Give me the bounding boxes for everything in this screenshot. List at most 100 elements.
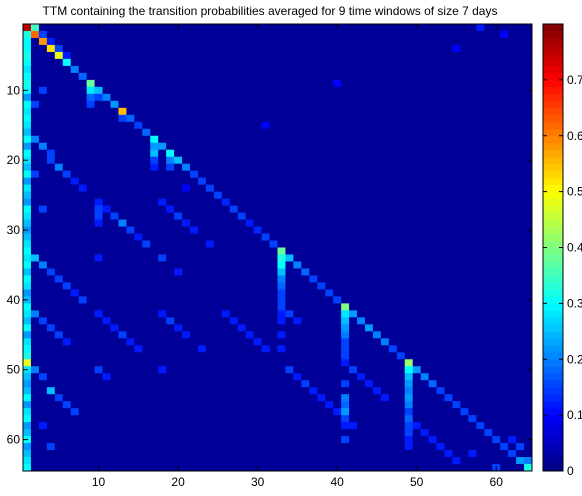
heatmap-cell <box>285 275 294 283</box>
heatmap-cell <box>126 352 135 360</box>
heatmap-cell <box>317 422 326 430</box>
heatmap-cell <box>38 345 48 353</box>
heatmap-cell <box>54 86 64 95</box>
heatmap-cell <box>349 422 358 430</box>
heatmap-cell <box>70 338 80 346</box>
heatmap-cell <box>285 310 294 318</box>
heatmap-cell <box>23 44 32 53</box>
heatmap-cell <box>126 86 135 95</box>
heatmap-cell <box>245 128 255 137</box>
heatmap-cell <box>372 296 382 304</box>
heatmap-cell <box>285 58 294 67</box>
heatmap-cell <box>396 443 406 451</box>
heatmap-cell <box>94 30 103 39</box>
heatmap-cell <box>293 177 302 186</box>
heatmap-cell <box>476 464 485 472</box>
heatmap-cell <box>213 450 223 458</box>
heatmap-cell <box>46 331 56 339</box>
heatmap-cell <box>285 24 294 32</box>
heatmap-cell <box>285 219 294 227</box>
heatmap-cell <box>492 44 501 53</box>
heatmap-cell <box>420 254 430 262</box>
heatmap-cell <box>293 24 302 32</box>
heatmap-cell <box>110 128 119 137</box>
heatmap-cell <box>301 345 310 353</box>
heatmap-cell <box>396 86 406 95</box>
heatmap-cell <box>452 422 461 430</box>
heatmap-cell <box>205 65 215 74</box>
heatmap-cell <box>293 191 302 200</box>
heatmap-cell <box>245 170 255 179</box>
heatmap-cell <box>476 394 485 402</box>
heatmap-cell <box>325 373 334 381</box>
heatmap-cell <box>452 212 461 220</box>
heatmap-cell <box>38 191 48 200</box>
heatmap-cell <box>325 233 334 241</box>
heatmap-cell <box>174 366 183 374</box>
heatmap-cell <box>190 212 199 220</box>
heatmap-cell <box>484 79 493 88</box>
heatmap-cell <box>492 380 501 388</box>
heatmap-cell <box>333 387 342 395</box>
heatmap-cell <box>174 247 183 255</box>
heatmap-cell <box>182 177 191 186</box>
heatmap-cell <box>341 24 350 32</box>
heatmap-cell <box>102 268 111 276</box>
heatmap-cell <box>420 24 430 32</box>
heatmap-cell <box>301 93 310 102</box>
heatmap-cell <box>444 261 453 269</box>
heatmap-cell <box>78 240 88 248</box>
heatmap-cell <box>468 30 477 39</box>
heatmap-cell <box>476 58 485 67</box>
heatmap-cell <box>30 65 40 74</box>
heatmap-cell <box>325 338 334 346</box>
heatmap-cell <box>38 331 48 339</box>
heatmap-cell <box>372 352 382 360</box>
heatmap-cell <box>46 37 56 46</box>
heatmap-cell <box>86 436 95 444</box>
heatmap-cell <box>38 226 48 234</box>
heatmap-cell <box>197 93 207 102</box>
heatmap-cell <box>94 156 103 165</box>
heatmap-cell <box>30 191 40 200</box>
heatmap-cell <box>476 198 485 206</box>
heatmap-cell <box>412 240 422 248</box>
heatmap-cell <box>221 254 231 262</box>
heatmap-cell <box>118 156 127 165</box>
heatmap-cell <box>197 415 207 423</box>
heatmap-cell <box>134 135 143 144</box>
heatmap-cell <box>94 415 103 423</box>
heatmap-cell <box>126 24 135 32</box>
heatmap-cell <box>364 408 374 416</box>
heatmap-cell <box>412 142 422 151</box>
heatmap-cell <box>476 331 485 339</box>
heatmap-cell <box>388 24 398 32</box>
heatmap-cell <box>364 240 374 248</box>
heatmap-cell <box>396 464 406 472</box>
heatmap-cell <box>190 37 199 46</box>
heatmap-cell <box>166 380 175 388</box>
heatmap-cell <box>436 79 445 88</box>
heatmap-cell <box>380 86 390 95</box>
heatmap-cell <box>452 65 461 74</box>
heatmap-cell <box>62 44 72 53</box>
heatmap-cell <box>380 268 390 276</box>
heatmap-cell <box>62 324 72 332</box>
heatmap-cell <box>94 226 103 234</box>
heatmap-cell <box>500 317 509 325</box>
heatmap-cell <box>237 135 247 144</box>
heatmap-cell <box>388 401 398 409</box>
heatmap-cell <box>508 177 517 186</box>
heatmap-cell <box>142 233 151 241</box>
heatmap-cell <box>30 219 40 227</box>
heatmap-cell <box>150 205 159 213</box>
heatmap-cell <box>30 79 40 88</box>
heatmap-cell <box>269 37 278 46</box>
heatmap-cell <box>293 352 302 360</box>
heatmap-cell <box>166 93 175 102</box>
heatmap-cell <box>110 429 119 437</box>
heatmap-cell <box>245 86 255 95</box>
heatmap-cell <box>452 443 461 451</box>
heatmap-cell <box>333 408 342 416</box>
heatmap-cell <box>436 58 445 67</box>
